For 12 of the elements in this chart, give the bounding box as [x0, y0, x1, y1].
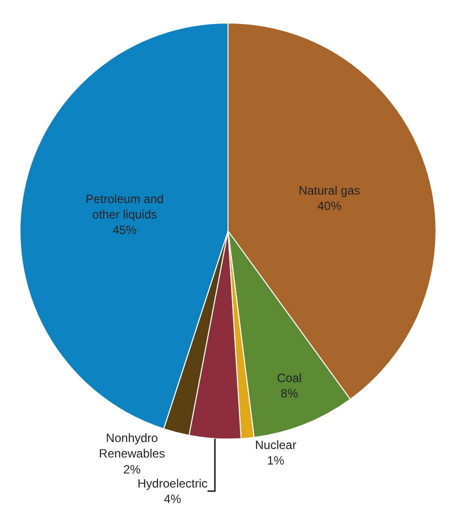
data-label: 1% — [266, 454, 285, 468]
data-label: 40% — [317, 198, 342, 213]
slice-label: Nonhydro Renewables — [98, 431, 165, 461]
data-label: 45% — [112, 223, 137, 238]
slice-label: Natural gas — [298, 183, 360, 198]
slice-label: Nuclear — [254, 438, 296, 452]
slice-label: Hydroelectric — [138, 476, 208, 490]
slice-label: Petroleum and other liquids — [86, 192, 164, 222]
data-label: 8% — [280, 386, 298, 401]
data-label: 2% — [123, 462, 141, 476]
data-label: 4% — [164, 492, 182, 506]
slice-label: Coal — [276, 371, 302, 386]
